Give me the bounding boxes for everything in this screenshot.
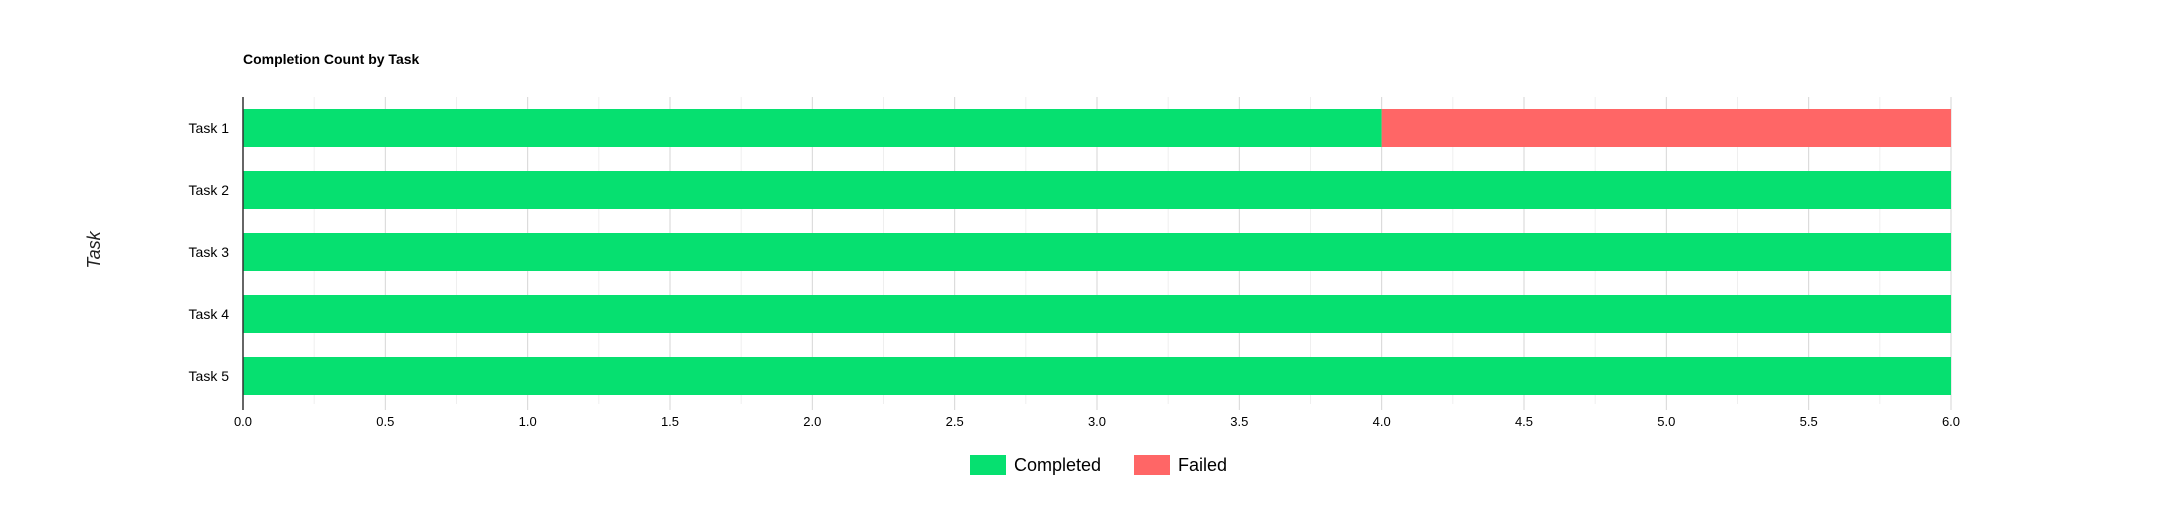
- x-tick-label: 0.0: [234, 414, 252, 429]
- y-tick-label: Task 3: [189, 244, 230, 260]
- bar-completed-task-5: [243, 357, 1951, 395]
- legend: Completed Failed: [970, 455, 1227, 475]
- x-tick-label: 5.5: [1800, 414, 1818, 429]
- y-tick-labels: Task 1 Task 2 Task 3 Task 4 Task 5: [189, 120, 230, 384]
- x-tick-labels: 0.0 0.5 1.0 1.5 2.0 2.5 3.0 3.5 4.0 4.5 5.0 5.5 6.0: [234, 414, 1960, 429]
- x-tick-label: 4.0: [1373, 414, 1391, 429]
- x-tick-label: 3.5: [1230, 414, 1248, 429]
- bar-completed-task-4: [243, 295, 1951, 333]
- x-tick-label: 2.5: [946, 414, 964, 429]
- legend-swatch-completed: [970, 455, 1006, 475]
- legend-label-failed: Failed: [1178, 455, 1227, 475]
- bar-failed-task-1: [1381, 109, 1951, 147]
- x-tick-label: 0.5: [376, 414, 394, 429]
- chart-title: Completion Count by Task: [243, 51, 420, 67]
- bars: [243, 109, 1951, 395]
- bar-completed-task-3: [243, 233, 1951, 271]
- x-tick-label: 5.0: [1657, 414, 1675, 429]
- bar-completed-task-1: [243, 109, 1382, 147]
- y-tick-label: Task 1: [189, 120, 230, 136]
- x-tick-label: 3.0: [1088, 414, 1106, 429]
- x-tick-label: 1.0: [519, 414, 537, 429]
- y-tick-label: Task 4: [189, 306, 230, 322]
- x-tick-label: 6.0: [1942, 414, 1960, 429]
- bar-completed-task-2: [243, 171, 1951, 209]
- legend-label-completed: Completed: [1014, 455, 1101, 475]
- y-tick-label: Task 2: [189, 182, 230, 198]
- y-axis-title: Task: [84, 230, 104, 268]
- y-tick-label: Task 5: [189, 368, 230, 384]
- x-tick-label: 2.0: [803, 414, 821, 429]
- x-tick-label: 4.5: [1515, 414, 1533, 429]
- x-tick-label: 1.5: [661, 414, 679, 429]
- legend-swatch-failed: [1134, 455, 1170, 475]
